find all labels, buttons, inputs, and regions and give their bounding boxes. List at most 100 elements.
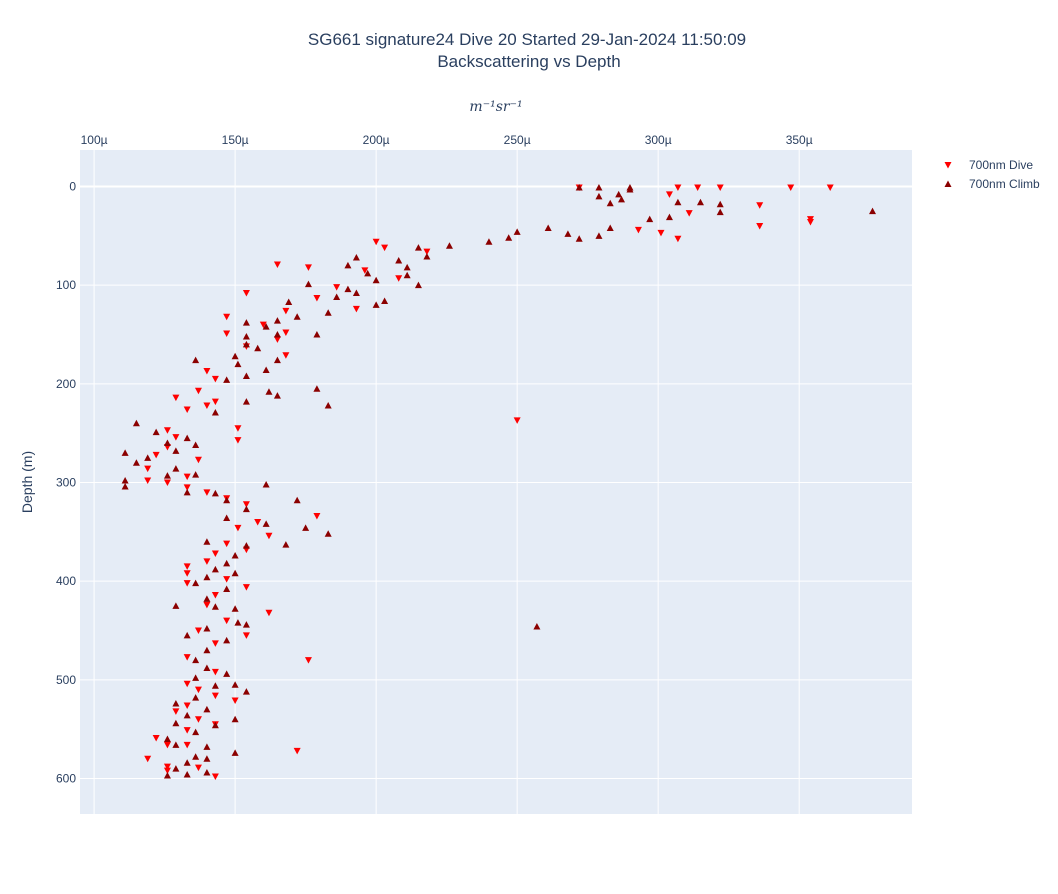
climb-point: [372, 276, 380, 284]
climb-point: [132, 419, 140, 427]
y-tick-label: 300: [56, 475, 76, 489]
climb-point: [192, 728, 200, 736]
dive-point: [172, 708, 180, 715]
climb-point: [211, 565, 219, 573]
dive-point: [352, 305, 360, 313]
dive-point: [223, 540, 231, 548]
dive-point: [242, 632, 250, 639]
dive-point: [716, 184, 724, 191]
climb-point: [163, 772, 171, 779]
dive-point: [293, 747, 301, 755]
climb-point: [231, 749, 239, 756]
climb-point: [172, 465, 180, 472]
dive-point: [183, 563, 191, 570]
x-tick-label: 200µ: [363, 133, 390, 147]
dive-point: [223, 576, 231, 583]
dive-point: [333, 284, 341, 291]
climb-point: [544, 224, 552, 231]
dive-point: [242, 501, 250, 508]
climb-point: [665, 213, 673, 221]
climb-point: [163, 472, 171, 479]
climb-point: [144, 454, 152, 461]
climb-point: [242, 505, 250, 513]
climb-point: [395, 257, 403, 264]
climb-point: [282, 541, 290, 548]
climb-point: [172, 741, 180, 748]
climb-point: [302, 524, 310, 531]
climb-point: [273, 392, 281, 399]
climb-point: [626, 185, 634, 193]
climb-point: [242, 542, 250, 549]
dive-point: [194, 627, 202, 634]
dive-point: [273, 336, 281, 343]
climb-point: [293, 313, 301, 320]
climb-point: [364, 269, 372, 277]
dive-point: [223, 617, 231, 625]
climb-point: [513, 228, 521, 235]
climb-point: [352, 289, 360, 297]
climb-point: [242, 372, 250, 379]
dive-point: [203, 402, 211, 410]
climb-point: [121, 449, 129, 456]
legend[interactable]: 700nm Dive 700nm Climb: [944, 158, 1041, 191]
climb-point: [231, 715, 239, 723]
climb-point: [121, 482, 129, 490]
climb-point: [564, 230, 572, 237]
climb-point: [192, 441, 200, 449]
dive-point: [183, 570, 191, 577]
dive-point: [242, 584, 250, 591]
climb-point: [172, 719, 180, 727]
dive-point: [183, 741, 191, 749]
dive-point: [211, 398, 219, 406]
dive-point: [756, 202, 764, 209]
dive-point: [194, 716, 202, 723]
climb-point: [172, 447, 180, 454]
climb-point: [242, 319, 250, 326]
climb-point: [231, 352, 239, 360]
dive-point: [163, 763, 171, 771]
dive-point: [211, 640, 219, 647]
dive-point: [211, 692, 219, 700]
climb-point: [262, 366, 270, 374]
legend-item[interactable]: 700nm Dive: [944, 158, 1034, 172]
climb-point: [254, 344, 262, 352]
dive-point: [183, 680, 191, 688]
legend-label: 700nm Dive: [969, 158, 1033, 172]
chart-title-line2: Backscattering vs Depth: [437, 52, 620, 71]
climb-point: [485, 238, 493, 245]
climb-point: [381, 297, 389, 304]
climb-point: [615, 190, 623, 198]
dive-point: [172, 394, 180, 402]
climb-point: [575, 235, 583, 242]
climb-point: [231, 605, 239, 612]
x-tick-label: 100µ: [81, 133, 108, 147]
climb-point: [646, 215, 654, 223]
climb-point: [242, 340, 250, 348]
dive-point: [231, 697, 239, 705]
climb-point: [324, 402, 332, 409]
dive-point: [254, 518, 262, 526]
dive-point: [787, 184, 795, 191]
climb-point: [273, 356, 281, 364]
dive-point: [674, 235, 682, 243]
chart-title-line1: SG661 signature24 Dive 20 Started 29-Jan…: [308, 30, 746, 49]
climb-point: [595, 192, 603, 200]
dive-point: [223, 330, 231, 338]
climb-point: [203, 769, 211, 776]
climb-point: [223, 585, 231, 593]
dive-point: [163, 741, 171, 749]
legend-item[interactable]: 700nm Climb: [944, 177, 1041, 191]
climb-point: [183, 631, 191, 639]
dive-point: [234, 524, 242, 532]
climb-point: [192, 356, 200, 364]
legend-label: 700nm Climb: [969, 177, 1040, 191]
dive-point: [203, 368, 211, 375]
climb-point: [242, 398, 250, 405]
dive-point: [756, 222, 764, 230]
dive-point: [211, 550, 219, 558]
climb-point: [211, 408, 219, 416]
climb-point: [183, 434, 191, 442]
climb-point: [595, 232, 603, 239]
climb-point: [313, 385, 321, 392]
climb-point: [192, 656, 200, 664]
